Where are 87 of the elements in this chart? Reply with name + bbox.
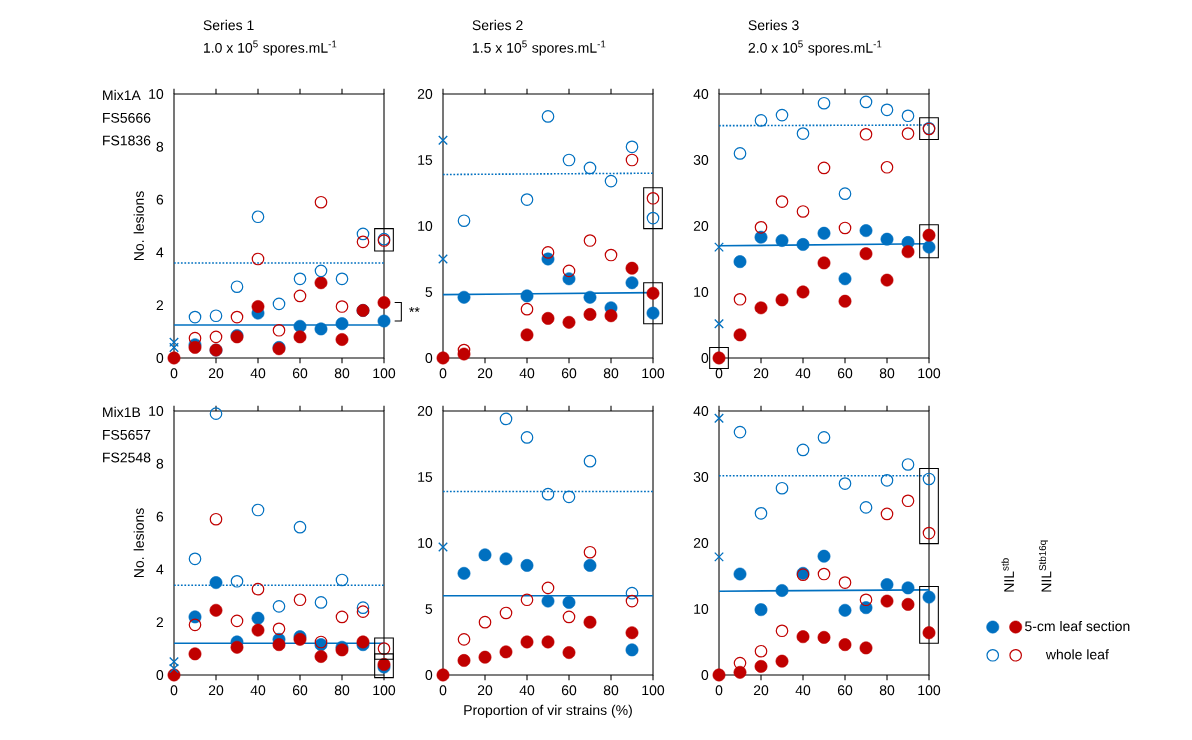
x-tick-label: 40 bbox=[795, 368, 811, 379]
x-tick-label: 80 bbox=[334, 685, 350, 696]
x-tick-label: 40 bbox=[250, 368, 266, 379]
y-tick-label: 10 bbox=[418, 221, 433, 231]
y-tick-label: 8 bbox=[156, 141, 164, 152]
x-tick-label: 20 bbox=[477, 685, 493, 696]
chart-subtitle: 1.5 x 10$^{5}$ spores.mL$^{-1}$ bbox=[473, 40, 606, 56]
y-tick-label: 0 bbox=[701, 353, 709, 363]
chart-subtitle: 1.0 x 10$^{5}$ spores.mL$^{-1}$ bbox=[204, 40, 337, 56]
x-tick-label: 0 bbox=[439, 368, 447, 379]
x-tick-label: 80 bbox=[879, 368, 895, 379]
y-tick-label: 2 bbox=[156, 617, 164, 628]
y-tick-label: 4 bbox=[156, 247, 164, 258]
x-tick-label: 60 bbox=[292, 685, 308, 696]
y-tick-label: 6 bbox=[156, 511, 164, 522]
y-tick-label: 20 bbox=[693, 538, 709, 548]
y-tick-label: 0 bbox=[701, 670, 709, 680]
y-tick-label: 6 bbox=[156, 194, 164, 205]
y-tick-label: 40 bbox=[693, 406, 709, 416]
x-tick-label: 20 bbox=[753, 685, 769, 696]
text: NIL$^{stb}$ bbox=[1001, 558, 1014, 592]
legend-label: whole leaf bbox=[1045, 649, 1109, 660]
annotation: ** bbox=[409, 306, 420, 312]
y-tick-label: 15 bbox=[418, 472, 433, 482]
y-tick-label: 5 bbox=[425, 287, 433, 297]
x-tick-label: 60 bbox=[837, 685, 853, 696]
x-tick-label: 20 bbox=[208, 685, 224, 696]
legend-label: 5-cm leaf section bbox=[1025, 620, 1130, 632]
y-tick-label: 4 bbox=[156, 564, 164, 575]
chart-title: Series 2 bbox=[472, 19, 523, 31]
text: FS1836 bbox=[103, 135, 151, 146]
y-tick-label: 40 bbox=[693, 89, 709, 99]
x-tick-label: 20 bbox=[208, 368, 224, 379]
text: Mix1B bbox=[103, 406, 141, 417]
x-tick-label: 60 bbox=[561, 685, 577, 696]
text: NIL$^{Stb16q}$ bbox=[1038, 540, 1052, 592]
text: FS2548 bbox=[103, 452, 151, 463]
x-tick-label: 40 bbox=[795, 685, 811, 696]
x-tick-label: 100 bbox=[918, 368, 941, 379]
y-axis-title: No. lesions bbox=[133, 191, 144, 261]
text: FS5657 bbox=[103, 429, 151, 440]
y-tick-label: 10 bbox=[149, 406, 164, 416]
y-tick-label: 30 bbox=[693, 472, 709, 482]
x-tick-label: 100 bbox=[918, 685, 941, 696]
y-tick-label: 5 bbox=[425, 604, 433, 614]
x-tick-label: 0 bbox=[170, 368, 178, 379]
y-tick-label: 30 bbox=[693, 155, 709, 165]
chart-subtitle: 2.0 x 10$^{5}$ spores.mL$^{-1}$ bbox=[748, 40, 882, 56]
x-tick-label: 80 bbox=[879, 685, 895, 696]
x-tick-label: 80 bbox=[334, 368, 350, 379]
x-axis-title: Proportion of vir strains (%) bbox=[464, 704, 632, 718]
x-tick-label: 40 bbox=[250, 685, 266, 696]
y-tick-label: 10 bbox=[149, 89, 164, 99]
x-tick-label: 20 bbox=[753, 368, 769, 379]
x-tick-label: 60 bbox=[292, 368, 308, 379]
x-tick-label: 40 bbox=[519, 368, 535, 379]
text: FS5666 bbox=[103, 112, 151, 123]
y-tick-label: 20 bbox=[417, 406, 433, 416]
y-tick-label: 0 bbox=[156, 353, 164, 363]
x-tick-label: 40 bbox=[519, 685, 535, 696]
y-tick-label: 20 bbox=[417, 89, 433, 99]
y-tick-label: 15 bbox=[418, 155, 433, 165]
x-tick-label: 60 bbox=[837, 368, 853, 379]
x-tick-label: 0 bbox=[715, 685, 723, 696]
text: Mix1A bbox=[103, 89, 141, 100]
y-tick-label: 10 bbox=[418, 538, 433, 548]
y-tick-label: 0 bbox=[425, 353, 433, 363]
y-tick-label: 20 bbox=[693, 221, 709, 231]
x-tick-label: 100 bbox=[373, 685, 396, 696]
x-tick-label: 100 bbox=[642, 368, 665, 379]
y-tick-label: 10 bbox=[694, 604, 709, 614]
x-tick-label: 60 bbox=[561, 368, 577, 379]
chart-title: Series 1 bbox=[203, 19, 254, 31]
y-tick-label: 10 bbox=[694, 287, 709, 297]
y-tick-label: 0 bbox=[425, 670, 433, 680]
x-tick-label: 20 bbox=[477, 368, 493, 379]
y-tick-label: 8 bbox=[156, 458, 164, 469]
y-tick-label: 2 bbox=[156, 300, 164, 311]
x-tick-label: 0 bbox=[439, 685, 447, 696]
chart-title: Series 3 bbox=[748, 19, 799, 31]
x-tick-label: 80 bbox=[603, 368, 619, 379]
y-axis-title: No. lesions bbox=[133, 508, 144, 578]
x-tick-label: 0 bbox=[170, 685, 178, 696]
x-tick-label: 100 bbox=[642, 685, 665, 696]
y-tick-label: 0 bbox=[156, 670, 164, 680]
x-tick-label: 100 bbox=[373, 368, 396, 379]
x-tick-label: 80 bbox=[603, 685, 619, 696]
